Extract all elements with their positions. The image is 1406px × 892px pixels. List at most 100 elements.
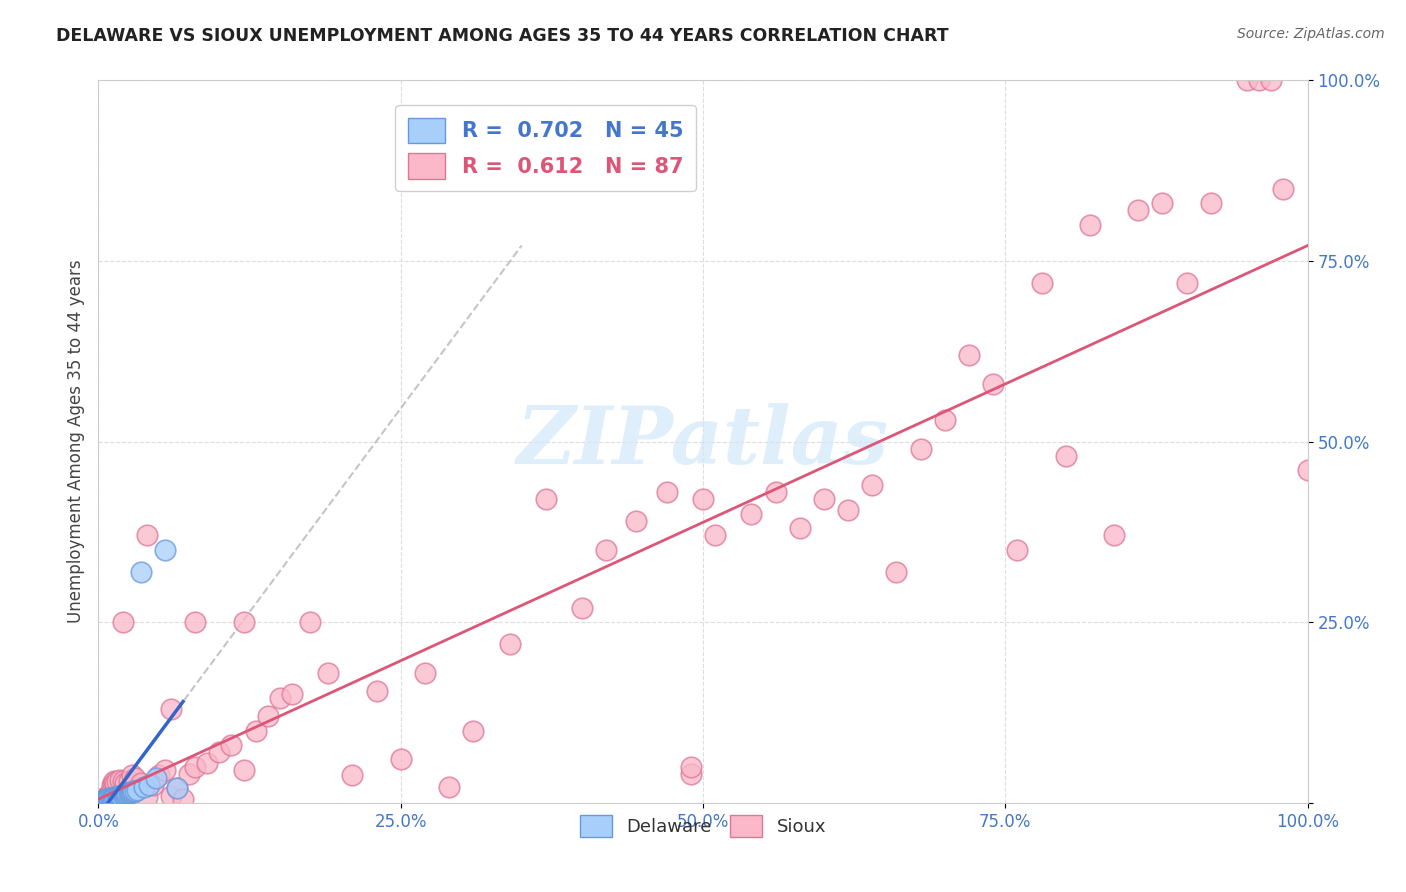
Point	[342, 768, 364, 782]
Point	[957, 348, 980, 362]
Point	[90, 794, 112, 808]
Point	[1078, 218, 1101, 232]
Point	[94, 794, 117, 808]
Point	[93, 791, 115, 805]
Point	[91, 792, 114, 806]
Point	[105, 774, 128, 789]
Point	[692, 492, 714, 507]
Point	[142, 778, 165, 792]
Point	[124, 783, 146, 797]
Point	[91, 794, 114, 808]
Point	[1272, 182, 1295, 196]
Point	[316, 665, 339, 680]
Point	[145, 771, 167, 785]
Point	[704, 528, 727, 542]
Point	[100, 778, 122, 792]
Point	[105, 790, 128, 805]
Point	[129, 776, 152, 790]
Point	[245, 723, 267, 738]
Point	[679, 760, 702, 774]
Point	[837, 503, 859, 517]
Point	[94, 790, 117, 805]
Text: Source: ZipAtlas.com: Source: ZipAtlas.com	[1237, 27, 1385, 41]
Point	[160, 702, 183, 716]
Point	[100, 785, 122, 799]
Point	[98, 787, 121, 801]
Point	[1054, 449, 1077, 463]
Point	[89, 795, 111, 809]
Point	[104, 775, 127, 789]
Point	[655, 485, 678, 500]
Point	[89, 794, 111, 808]
Point	[108, 789, 131, 804]
Point	[101, 790, 124, 805]
Point	[153, 542, 176, 557]
Text: ZIPatlas: ZIPatlas	[517, 403, 889, 480]
Point	[124, 771, 146, 785]
Point	[100, 792, 122, 806]
Point	[437, 780, 460, 794]
Text: DELAWARE VS SIOUX UNEMPLOYMENT AMONG AGES 35 TO 44 YEARS CORRELATION CHART: DELAWARE VS SIOUX UNEMPLOYMENT AMONG AGE…	[56, 27, 949, 45]
Point	[91, 795, 114, 809]
Point	[97, 792, 120, 806]
Point	[121, 768, 143, 782]
Point	[90, 794, 112, 808]
Point	[134, 780, 156, 794]
Point	[184, 615, 207, 630]
Point	[93, 794, 115, 808]
Point	[679, 767, 702, 781]
Point	[118, 786, 141, 800]
Point	[120, 785, 142, 799]
Point	[765, 485, 787, 500]
Point	[98, 792, 121, 806]
Point	[626, 514, 648, 528]
Point	[1260, 73, 1282, 87]
Point	[108, 789, 131, 803]
Point	[96, 792, 118, 806]
Point	[256, 709, 278, 723]
Point	[1296, 463, 1319, 477]
Point	[107, 789, 129, 804]
Point	[91, 794, 114, 808]
Point	[114, 775, 136, 789]
Point	[281, 687, 304, 701]
Point	[94, 793, 117, 807]
Point	[100, 791, 122, 805]
Point	[112, 788, 135, 802]
Point	[135, 790, 157, 805]
Point	[153, 764, 176, 778]
Point	[111, 774, 134, 789]
Point	[413, 665, 436, 680]
Point	[1249, 73, 1271, 87]
Y-axis label: Unemployment Among Ages 35 to 44 years: Unemployment Among Ages 35 to 44 years	[66, 260, 84, 624]
Point	[103, 790, 125, 805]
Point	[299, 615, 322, 630]
Point	[160, 789, 183, 803]
Point	[101, 775, 124, 789]
Point	[148, 768, 170, 782]
Point	[740, 507, 762, 521]
Point	[118, 786, 141, 800]
Point	[93, 793, 115, 807]
Point	[1007, 542, 1029, 557]
Point	[860, 478, 883, 492]
Point	[463, 723, 485, 738]
Point	[179, 767, 201, 781]
Point	[98, 791, 121, 805]
Point	[1175, 276, 1198, 290]
Point	[366, 683, 388, 698]
Point	[595, 542, 617, 557]
Point	[115, 787, 138, 801]
Point	[195, 756, 218, 770]
Point	[110, 789, 132, 803]
Point	[104, 790, 127, 805]
Point	[910, 442, 932, 456]
Point	[1031, 276, 1053, 290]
Point	[127, 782, 149, 797]
Point	[269, 691, 291, 706]
Point	[114, 787, 136, 801]
Point	[981, 376, 1004, 391]
Point	[97, 793, 120, 807]
Point	[122, 784, 145, 798]
Point	[100, 791, 122, 805]
